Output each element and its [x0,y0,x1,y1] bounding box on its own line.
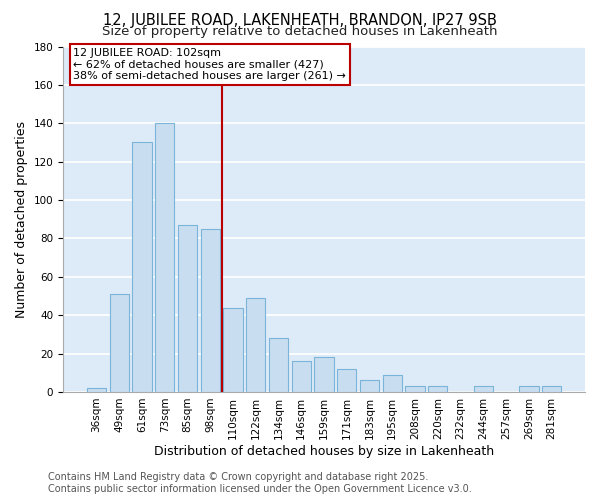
Bar [269,338,288,392]
Bar [337,369,356,392]
Text: Contains HM Land Registry data © Crown copyright and database right 2025.
Contai: Contains HM Land Registry data © Crown c… [48,472,472,494]
Bar [519,386,539,392]
Bar [406,386,425,392]
Bar [314,358,334,392]
Bar [200,229,220,392]
Bar [542,386,561,392]
Bar [87,388,106,392]
Bar [178,225,197,392]
Bar [110,294,129,392]
Text: 12, JUBILEE ROAD, LAKENHEATH, BRANDON, IP27 9SB: 12, JUBILEE ROAD, LAKENHEATH, BRANDON, I… [103,12,497,28]
Bar [383,374,402,392]
Bar [360,380,379,392]
Bar [292,362,311,392]
Bar [155,124,175,392]
Bar [132,142,152,392]
Y-axis label: Number of detached properties: Number of detached properties [15,120,28,318]
Bar [246,298,265,392]
X-axis label: Distribution of detached houses by size in Lakenheath: Distribution of detached houses by size … [154,444,494,458]
Text: 12 JUBILEE ROAD: 102sqm
← 62% of detached houses are smaller (427)
38% of semi-d: 12 JUBILEE ROAD: 102sqm ← 62% of detache… [73,48,346,82]
Text: Size of property relative to detached houses in Lakenheath: Size of property relative to detached ho… [102,24,498,38]
Bar [428,386,448,392]
Bar [223,308,242,392]
Bar [473,386,493,392]
